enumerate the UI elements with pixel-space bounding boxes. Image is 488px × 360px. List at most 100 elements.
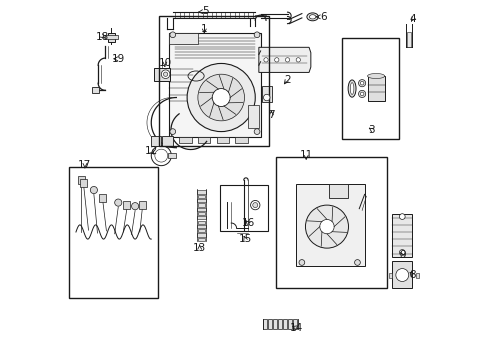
Text: 8: 8	[408, 270, 415, 280]
Ellipse shape	[309, 15, 315, 19]
Bar	[196, 190, 206, 194]
Bar	[196, 225, 206, 228]
Text: 17: 17	[78, 160, 91, 170]
Bar	[196, 199, 206, 202]
Circle shape	[90, 186, 97, 194]
Circle shape	[274, 58, 278, 62]
Text: 3: 3	[368, 125, 374, 135]
Bar	[99, 194, 106, 202]
Ellipse shape	[347, 80, 355, 97]
Circle shape	[161, 70, 169, 78]
Bar	[341, 39, 398, 139]
Bar	[197, 238, 205, 241]
Bar	[267, 319, 271, 329]
Bar	[162, 136, 172, 146]
Bar	[235, 137, 247, 143]
Bar	[197, 212, 205, 215]
Ellipse shape	[306, 13, 318, 21]
Bar	[292, 319, 296, 329]
Bar	[247, 105, 258, 128]
Bar	[168, 153, 175, 158]
Bar	[287, 319, 291, 329]
Bar	[104, 36, 117, 39]
Bar	[80, 179, 87, 187]
Bar	[406, 32, 410, 46]
Bar	[179, 137, 191, 143]
Bar	[69, 167, 158, 298]
Text: 18: 18	[96, 32, 109, 41]
Text: 9: 9	[398, 250, 405, 260]
Bar	[198, 137, 210, 143]
Bar	[196, 208, 206, 211]
Circle shape	[169, 32, 175, 38]
Text: 7: 7	[267, 111, 274, 121]
Bar	[78, 176, 85, 184]
Circle shape	[360, 81, 363, 85]
Bar	[415, 273, 418, 278]
Circle shape	[254, 32, 260, 38]
Circle shape	[319, 220, 333, 234]
Bar	[169, 33, 198, 44]
Ellipse shape	[349, 83, 353, 94]
Circle shape	[263, 94, 269, 101]
Circle shape	[187, 63, 255, 132]
Text: 1: 1	[201, 24, 207, 35]
Bar	[388, 273, 391, 278]
Circle shape	[399, 214, 405, 220]
Circle shape	[358, 90, 365, 98]
Text: 19: 19	[111, 54, 124, 64]
Bar	[197, 195, 205, 198]
Bar	[196, 216, 206, 220]
Text: 4: 4	[409, 14, 415, 24]
Bar	[296, 184, 364, 266]
Bar	[367, 76, 384, 101]
Bar	[216, 137, 228, 143]
Bar	[197, 203, 205, 207]
Circle shape	[252, 203, 257, 208]
Bar	[169, 33, 260, 137]
Text: 10: 10	[158, 58, 171, 68]
Circle shape	[163, 72, 167, 76]
Text: 6: 6	[316, 12, 326, 22]
Circle shape	[212, 89, 230, 107]
Text: 12: 12	[144, 146, 158, 156]
Bar	[196, 233, 206, 237]
Polygon shape	[258, 47, 310, 72]
Bar	[272, 319, 276, 329]
Circle shape	[169, 129, 175, 134]
Circle shape	[198, 74, 244, 121]
Circle shape	[264, 58, 267, 62]
Bar	[262, 319, 266, 329]
Circle shape	[358, 80, 365, 87]
Circle shape	[395, 269, 408, 282]
Bar	[107, 33, 115, 41]
Text: 14: 14	[289, 323, 303, 333]
Text: 13: 13	[193, 243, 206, 253]
Text: 11: 11	[299, 150, 312, 160]
Circle shape	[305, 205, 348, 248]
Circle shape	[254, 129, 260, 134]
Bar	[150, 136, 161, 146]
Bar	[123, 201, 130, 209]
Circle shape	[399, 249, 405, 255]
Bar	[277, 319, 281, 329]
Text: 16: 16	[241, 218, 254, 228]
Circle shape	[296, 58, 300, 62]
Bar	[275, 157, 386, 288]
Bar	[282, 319, 286, 329]
Text: 5: 5	[198, 6, 208, 17]
Circle shape	[115, 199, 122, 206]
Circle shape	[360, 92, 363, 96]
Bar	[391, 214, 411, 257]
Circle shape	[298, 260, 304, 265]
Circle shape	[354, 260, 360, 265]
Bar	[197, 221, 205, 224]
Bar	[139, 201, 145, 209]
Bar	[154, 68, 169, 81]
Ellipse shape	[367, 73, 384, 78]
Circle shape	[131, 203, 139, 210]
Bar	[220, 185, 267, 231]
Bar	[328, 184, 348, 198]
Circle shape	[285, 58, 289, 62]
Bar	[92, 87, 99, 93]
